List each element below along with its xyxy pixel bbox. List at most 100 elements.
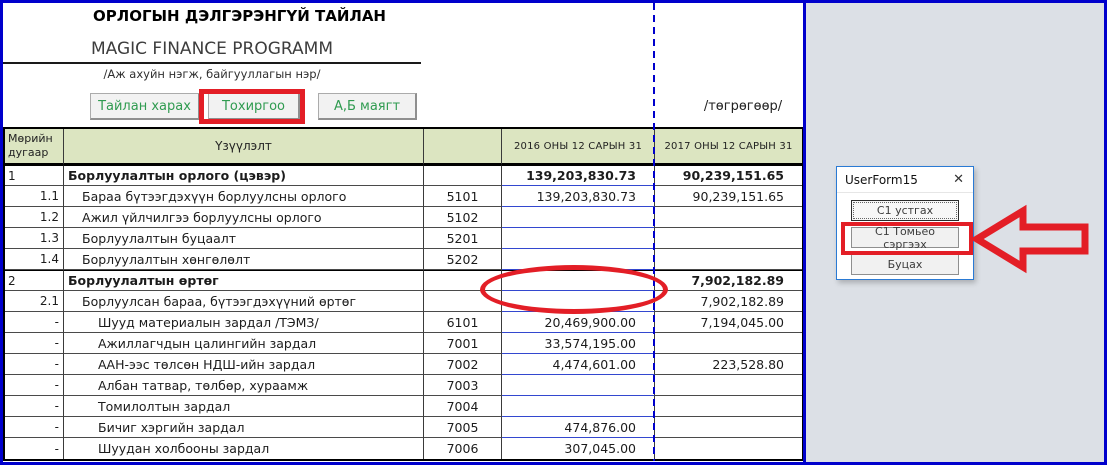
cell-v2017[interactable] xyxy=(655,249,802,270)
cell-v2016[interactable] xyxy=(502,291,655,312)
cell-v2016[interactable] xyxy=(502,207,655,228)
cell-v2017[interactable] xyxy=(655,333,802,354)
cell-v2016[interactable]: 474,876.00 xyxy=(502,417,655,438)
currency-caption: /төгрөгөөр/ xyxy=(703,99,783,114)
cell-label[interactable]: Бараа бүтээгдэхүүн борлуулсны орлого xyxy=(64,186,424,207)
table-row: 1.1 Бараа бүтээгдэхүүн борлуулсны орлого 5… xyxy=(5,186,802,207)
cell-v2016[interactable] xyxy=(502,228,655,249)
cell-v2016[interactable] xyxy=(502,375,655,396)
cell-v2016[interactable]: 307,045.00 xyxy=(502,438,655,459)
c1-delete-button[interactable]: C1 устгах xyxy=(851,200,959,221)
cell-v2016[interactable]: 33,574,195.00 xyxy=(502,333,655,354)
cell-label[interactable]: Томилолтын зардал xyxy=(64,396,424,417)
cell-num[interactable]: - xyxy=(5,375,64,396)
cell-code[interactable] xyxy=(424,165,502,186)
cell-code[interactable]: 5202 xyxy=(424,249,502,270)
table-row: - Шууд материалын зардал /ТЭМЗ/6101 20,469… xyxy=(5,312,802,333)
cell-v2017[interactable]: 223,528.80 xyxy=(655,354,802,375)
cell-label[interactable]: Шуудан холбооны зардал xyxy=(64,438,424,459)
cell-v2017[interactable]: 7,194,045.00 xyxy=(655,312,802,333)
cell-code[interactable]: 7001 xyxy=(424,333,502,354)
cell-code[interactable]: 5102 xyxy=(424,207,502,228)
cell-v2016[interactable]: 139,203,830.73 xyxy=(502,165,655,186)
table-row: - Бичиг хэргийн зардал 7005 474,876.00 xyxy=(5,417,802,438)
cell-v2017[interactable] xyxy=(655,228,802,249)
cell-num[interactable]: 1.3 xyxy=(5,228,64,249)
cell-v2017[interactable] xyxy=(655,396,802,417)
cell-num[interactable]: 1 xyxy=(5,165,64,186)
cell-code[interactable]: 7005 xyxy=(424,417,502,438)
cell-v2017[interactable]: 7,902,182.89 xyxy=(655,270,802,291)
cell-num[interactable]: - xyxy=(5,312,64,333)
cell-label[interactable]: Ажил үйлчилгээ борлуулсны орлого xyxy=(64,207,424,228)
cell-num[interactable]: 1.4 xyxy=(5,249,64,270)
cell-label[interactable]: Борлуулалтын буцаалт xyxy=(64,228,424,249)
cell-code[interactable]: 5201 xyxy=(424,228,502,249)
cell-num[interactable]: - xyxy=(5,438,64,459)
cell-code[interactable] xyxy=(424,291,502,312)
cell-v2016[interactable]: 20,469,900.00 xyxy=(502,312,655,333)
company-name-underline xyxy=(3,62,421,64)
report-table: Мөрийн дугаар Үзүүлэлт 2016 ОНЫ 12 САРЫН… xyxy=(3,127,804,461)
table-row: 2 Борлуулалтын өртөг 7,902,182.89 xyxy=(5,270,802,291)
cell-num[interactable]: - xyxy=(5,417,64,438)
table-row: - ААН-ээс төлсөн НДШ-ийн зардал 7002 4,474,… xyxy=(5,354,802,375)
cell-label[interactable]: Шууд материалын зардал /ТЭМЗ/ xyxy=(64,312,424,333)
cell-num[interactable]: 2 xyxy=(5,270,64,291)
cell-code[interactable] xyxy=(424,270,502,291)
cell-v2017[interactable] xyxy=(655,375,802,396)
cell-num[interactable]: - xyxy=(5,333,64,354)
back-button[interactable]: Буцах xyxy=(851,254,959,275)
cell-code[interactable]: 7002 xyxy=(424,354,502,375)
c1-restore-formula-button[interactable]: C1 Томьео сэргээх xyxy=(851,225,959,251)
cell-num[interactable]: - xyxy=(5,354,64,375)
cell-v2017[interactable]: 7,902,182.89 xyxy=(655,291,802,312)
cell-v2016[interactable]: 139,203,830.73 xyxy=(502,186,655,207)
cell-v2017[interactable] xyxy=(655,438,802,459)
ab-form-button[interactable]: А,Б маягт xyxy=(318,93,417,120)
dialog-title: UserForm15 xyxy=(845,172,918,187)
cell-num[interactable]: - xyxy=(5,396,64,417)
table-row: - Шуудан холбооны зардал 7006 307,045.00 xyxy=(5,438,802,459)
cell-label[interactable]: Бичиг хэргийн зардал xyxy=(64,417,424,438)
cell-num[interactable]: 2.1 xyxy=(5,291,64,312)
print-area-boundary-line xyxy=(803,3,806,462)
table-row: 1.3 Борлуулалтын буцаалт 5201 xyxy=(5,228,802,249)
dialog-titlebar[interactable]: UserForm15 ✕ xyxy=(837,167,973,193)
close-icon[interactable]: ✕ xyxy=(953,172,964,187)
cell-label[interactable]: Борлуулалтын орлого (цэвэр) xyxy=(64,165,424,186)
cell-code[interactable]: 7006 xyxy=(424,438,502,459)
cell-label[interactable]: Борлуулалтын өртөг xyxy=(64,270,424,291)
cell-v2017[interactable]: 90,239,151.65 xyxy=(655,186,802,207)
cell-label[interactable]: ААН-ээс төлсөн НДШ-ийн зардал xyxy=(64,354,424,375)
cell-label[interactable]: Борлуулсан бараа, бүтээгдэхүүний өртөг xyxy=(64,291,424,312)
column-header-indicator: Үзүүлэлт xyxy=(64,129,424,165)
view-report-button[interactable]: Тайлан харах xyxy=(90,93,200,120)
cell-v2017[interactable] xyxy=(655,417,802,438)
cell-num[interactable]: 1.2 xyxy=(5,207,64,228)
cell-v2017[interactable] xyxy=(655,207,802,228)
cell-code[interactable]: 7004 xyxy=(424,396,502,417)
company-name: MAGIC FINANCE PROGRAMM xyxy=(90,39,334,59)
table-row: 1 Борлуулалтын орлого (цэвэр) 139,203,830.… xyxy=(5,165,802,186)
cell-code[interactable]: 7003 xyxy=(424,375,502,396)
cell-code[interactable]: 6101 xyxy=(424,312,502,333)
settings-button[interactable]: Тохиргоо xyxy=(208,93,300,120)
cell-v2016[interactable]: 4,474,601.00 xyxy=(502,354,655,375)
cell-v2016[interactable] xyxy=(502,396,655,417)
cell-v2016[interactable] xyxy=(502,270,655,291)
cell-v2016[interactable] xyxy=(502,249,655,270)
cell-num[interactable]: 1.1 xyxy=(5,186,64,207)
table-row: 1.4 Борлуулалтын хөнгөлөлт 5202 xyxy=(5,249,802,270)
column-header-2017: 2017 ОНЫ 12 САРЫН 31 xyxy=(655,129,802,165)
cell-label[interactable]: Борлуулалтын хөнгөлөлт xyxy=(64,249,424,270)
table-body: 1 Борлуулалтын орлого (цэвэр) 139,203,830.… xyxy=(5,165,802,459)
page-title: ОРЛОГЫН ДЭЛГЭРЭНГҮЙ ТАЙЛАН xyxy=(93,7,386,25)
cell-label[interactable]: Ажиллагчдын цалингийн зардал xyxy=(64,333,424,354)
cell-label[interactable]: Албан татвар, төлбөр, хураамж xyxy=(64,375,424,396)
cell-v2017[interactable]: 90,239,151.65 xyxy=(655,165,802,186)
cell-code[interactable]: 5101 xyxy=(424,186,502,207)
page-break-dashed-line xyxy=(653,3,655,461)
userform-dialog: UserForm15 ✕ C1 устгах C1 Томьео сэргээх… xyxy=(836,166,974,280)
